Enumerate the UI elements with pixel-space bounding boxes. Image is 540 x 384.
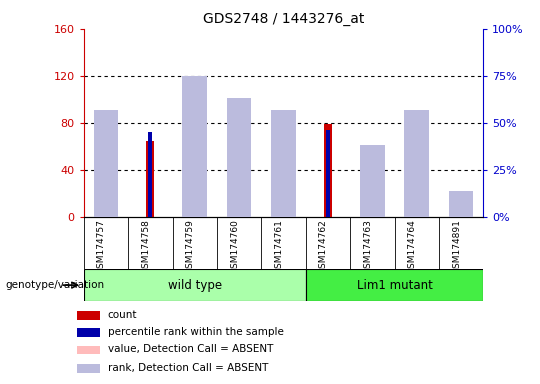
Text: count: count	[108, 310, 137, 320]
Bar	[146, 141, 154, 217]
Bar	[77, 311, 99, 319]
Text: GSM174763: GSM174763	[363, 220, 372, 275]
Text: wild type: wild type	[167, 279, 222, 291]
Title: GDS2748 / 1443276_at: GDS2748 / 1443276_at	[203, 12, 364, 26]
Bar	[271, 110, 296, 217]
Bar	[326, 131, 330, 217]
Text: GSM174891: GSM174891	[452, 220, 461, 275]
Bar	[77, 364, 99, 373]
Bar	[449, 190, 474, 217]
Bar	[404, 110, 429, 217]
Text: genotype/variation: genotype/variation	[5, 280, 105, 290]
Text: percentile rank within the sample: percentile rank within the sample	[108, 327, 284, 337]
Text: GSM174759: GSM174759	[186, 220, 195, 275]
Text: rank, Detection Call = ABSENT: rank, Detection Call = ABSENT	[108, 363, 268, 373]
Text: GSM174757: GSM174757	[97, 220, 106, 275]
Bar	[94, 110, 118, 217]
Bar	[324, 124, 332, 217]
Bar	[183, 76, 207, 217]
Text: Lim1 mutant: Lim1 mutant	[356, 279, 433, 291]
Bar	[271, 125, 296, 217]
Bar	[306, 270, 483, 301]
Text: GSM174762: GSM174762	[319, 220, 328, 274]
Text: GSM174760: GSM174760	[230, 220, 239, 275]
Bar	[148, 132, 152, 217]
Bar	[94, 123, 118, 217]
Text: GSM174761: GSM174761	[274, 220, 284, 275]
Bar	[84, 270, 306, 301]
Bar	[449, 205, 473, 217]
Bar	[183, 76, 207, 217]
Bar	[77, 328, 99, 337]
Bar	[360, 146, 384, 217]
Bar	[227, 99, 251, 217]
Text: GSM174764: GSM174764	[408, 220, 417, 274]
Text: GSM174758: GSM174758	[141, 220, 150, 275]
Text: value, Detection Call = ABSENT: value, Detection Call = ABSENT	[108, 344, 273, 354]
Bar	[404, 119, 429, 217]
Bar	[227, 98, 251, 217]
Bar	[77, 346, 99, 354]
